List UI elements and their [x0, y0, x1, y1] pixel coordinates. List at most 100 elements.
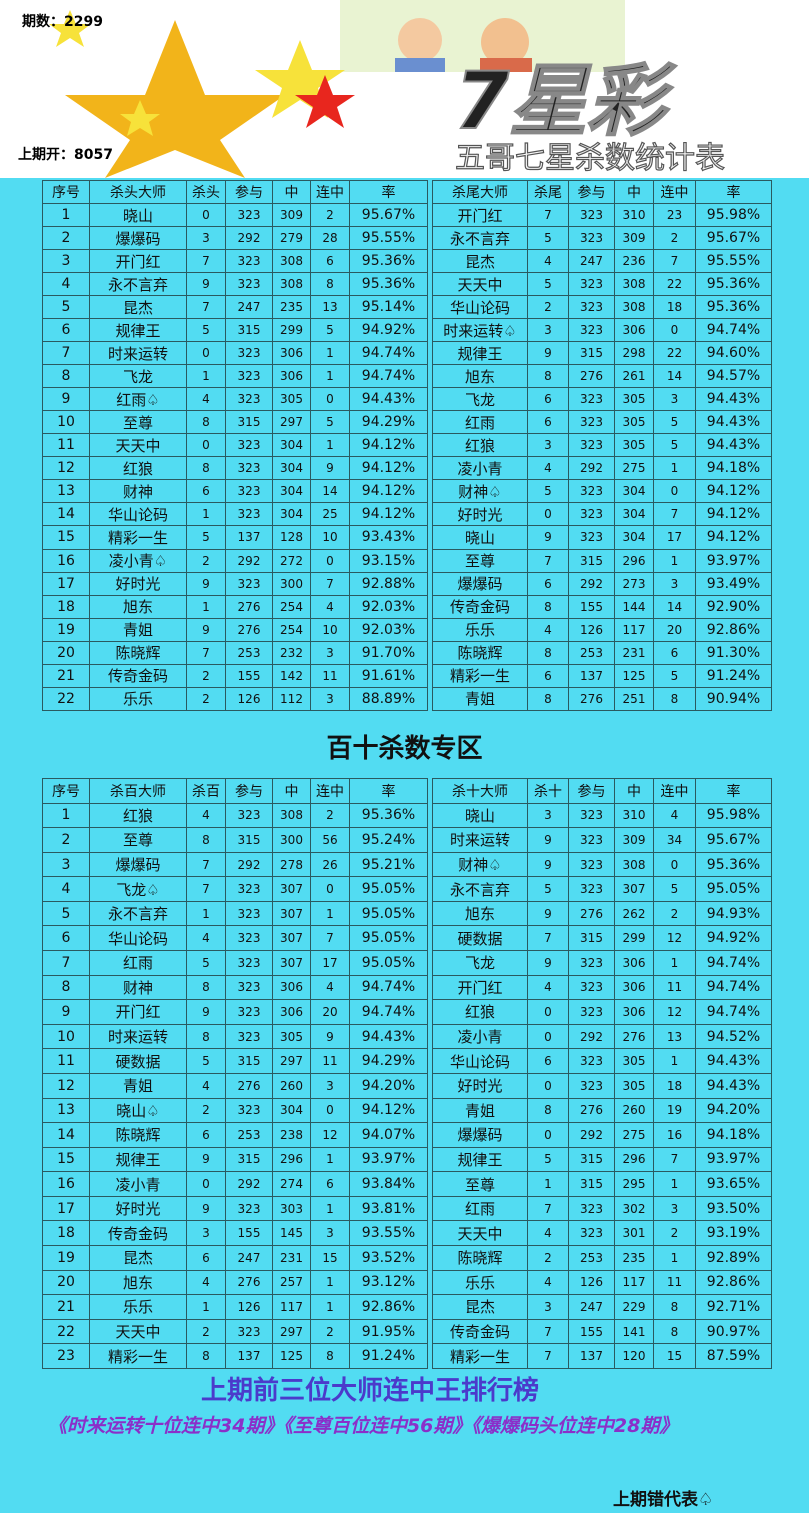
- row: 天天中 4 323 301 2 93.19%: [432, 1220, 772, 1246]
- cell: 253: [568, 1244, 615, 1271]
- row: 15 规律王 9 315 296 1 93.97%: [42, 1146, 428, 1173]
- cell: 18: [653, 1072, 696, 1099]
- row: 22 乐乐 2 126 112 3 88.89%: [42, 686, 428, 711]
- cell: 236: [614, 249, 654, 274]
- cell: 2: [310, 802, 350, 829]
- cell: 天天中: [432, 272, 528, 297]
- cell: 0: [527, 999, 569, 1025]
- cell: 5: [653, 433, 696, 458]
- cell: 308: [614, 851, 654, 878]
- cell: 旭东: [432, 900, 528, 927]
- row: 10 至尊 8 315 297 5 94.29%: [42, 410, 428, 435]
- cell: 247: [568, 249, 615, 274]
- cell: 23: [42, 1343, 90, 1369]
- cell: 4: [186, 1072, 226, 1099]
- cell: 94.52%: [695, 1023, 772, 1050]
- cell: 315: [568, 548, 615, 573]
- header-cell: 杀头: [186, 179, 226, 205]
- row: 1 晓山 0 323 309 2 95.67%: [42, 203, 428, 228]
- cell: 1: [653, 1244, 696, 1271]
- cell: 323: [568, 479, 615, 504]
- cell: 4: [42, 272, 90, 297]
- cell: 乐乐: [432, 617, 528, 642]
- cell: 华山论码: [432, 1048, 528, 1074]
- row: 19 青姐 9 276 254 10 92.03%: [42, 617, 428, 642]
- cell: 8: [310, 1343, 350, 1369]
- row: 10 时来运转 8 323 305 9 94.43%: [42, 1023, 428, 1050]
- row: 永不言弃 5 323 307 5 95.05%: [432, 876, 772, 902]
- cell: 16: [42, 1171, 90, 1197]
- cell: 94.43%: [349, 1023, 428, 1050]
- cell: 296: [614, 1146, 654, 1173]
- cell: 94.43%: [695, 410, 772, 435]
- cell: 凌小青: [432, 456, 528, 481]
- cell: 92.89%: [695, 1244, 772, 1271]
- stats-table: 杀尾大师 杀尾 参与中连中率开门红 7 323 310 23 95.98% 永不言弃 5 323 30…: [432, 179, 772, 711]
- cell: 126: [568, 617, 615, 642]
- cell: 规律王: [432, 1146, 528, 1173]
- cell: 10: [310, 617, 350, 642]
- cell: 2: [186, 1097, 226, 1124]
- cell: 14: [653, 364, 696, 389]
- cell: 323: [225, 1097, 273, 1124]
- cell: 7: [527, 1318, 569, 1345]
- cell: 5: [527, 1146, 569, 1173]
- cell: 19: [653, 1097, 696, 1124]
- cell: 8: [186, 827, 226, 853]
- cell: 永不言弃: [89, 900, 187, 927]
- header-cell: 连中: [653, 179, 696, 205]
- row: 21 乐乐 1 126 117 1 92.86%: [42, 1294, 428, 1320]
- cell: 323: [568, 974, 615, 1001]
- cell: 乐乐: [89, 1294, 187, 1320]
- cell: 1: [186, 502, 226, 527]
- cell: 精彩一生: [432, 663, 528, 688]
- cell: 9: [310, 1023, 350, 1050]
- cell: 19: [42, 1244, 90, 1271]
- cell: 16: [653, 1122, 696, 1148]
- ranking-text: 《时来运转十位连中34期》《至尊百位连中56期》《爆爆码头位连中28期》: [48, 1415, 679, 1437]
- row: 11 硬数据 5 315 297 11 94.29%: [42, 1048, 428, 1074]
- cell: 323: [225, 456, 273, 481]
- cell: 精彩一生: [89, 525, 187, 550]
- last-draw: 上期开：8057: [18, 147, 113, 163]
- cell: 95.55%: [349, 226, 428, 251]
- row: 规律王 9 315 298 22 94.60%: [432, 341, 772, 366]
- cell: 2: [42, 827, 90, 853]
- row: 14 陈晓辉 6 253 238 12 94.07%: [42, 1122, 428, 1148]
- cell: 1: [310, 341, 350, 366]
- cell: 94.57%: [695, 364, 772, 389]
- row: 青姐 8 276 251 8 90.94%: [432, 686, 772, 711]
- cell: 8: [42, 364, 90, 389]
- cell: 323: [225, 433, 273, 458]
- cell: 276: [614, 1023, 654, 1050]
- row: 至尊 1 315 295 1 93.65%: [432, 1171, 772, 1197]
- cell: 306: [614, 950, 654, 976]
- cell: 21: [42, 663, 90, 688]
- cell: 91.24%: [349, 1343, 428, 1369]
- cell: 天天中: [89, 433, 187, 458]
- header-cell: 连中: [653, 778, 696, 804]
- cell: 7: [186, 851, 226, 878]
- cell: 0: [310, 548, 350, 573]
- cell: 4: [527, 456, 569, 481]
- cell: 财神: [89, 974, 187, 1001]
- cell: 23: [653, 203, 696, 228]
- cell: 276: [225, 594, 273, 619]
- row: 11 天天中 0 323 304 1 94.12%: [42, 433, 428, 458]
- cell: 145: [272, 1220, 311, 1246]
- cell: 旭东: [432, 364, 528, 389]
- cell: 94.07%: [349, 1122, 428, 1148]
- cell: 94.60%: [695, 341, 772, 366]
- cell: 90.97%: [695, 1318, 772, 1345]
- cell: 3: [310, 1072, 350, 1099]
- cell: 307: [272, 900, 311, 927]
- cell: 时来运转♤: [432, 318, 528, 343]
- cell: 95.05%: [349, 925, 428, 952]
- cell: 3: [310, 640, 350, 665]
- cell: 304: [272, 433, 311, 458]
- row: 红雨 6 323 305 5 94.43%: [432, 410, 772, 435]
- cell: 304: [272, 479, 311, 504]
- cell: 7: [186, 640, 226, 665]
- cell: 规律王: [432, 341, 528, 366]
- cell: 117: [614, 1269, 654, 1296]
